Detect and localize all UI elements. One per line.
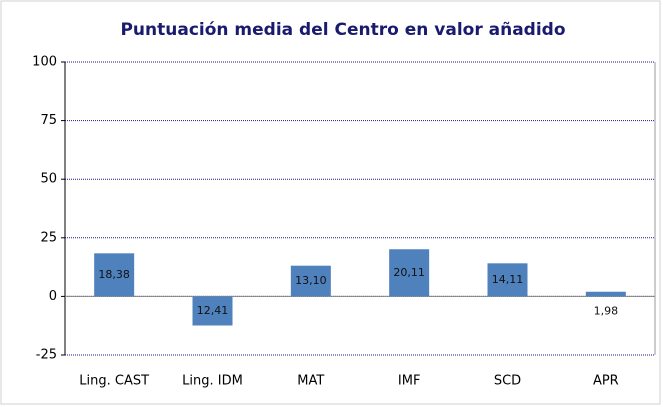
y-tick-label: 50: [40, 172, 57, 187]
value-label: 20,11: [393, 266, 425, 279]
bar: [585, 291, 626, 297]
bar: [487, 263, 528, 297]
x-tick-label: Ling. CAST: [79, 374, 149, 389]
bar: [290, 265, 331, 297]
x-tick-label: MAT: [297, 374, 324, 389]
bar: [389, 249, 430, 297]
x-tick-label: SCD: [494, 374, 521, 389]
bar: [94, 253, 135, 297]
value-label: 13,10: [295, 274, 327, 287]
value-label: 1,98: [594, 304, 619, 317]
x-tick-label: IMF: [398, 374, 421, 389]
value-label: 12,41: [197, 304, 229, 317]
y-tick-label: 75: [40, 113, 57, 128]
value-label: 14,11: [492, 273, 524, 286]
value-label: 18,38: [98, 268, 130, 281]
y-tick-label: -25: [36, 348, 57, 363]
y-tick-label: 25: [40, 230, 57, 245]
y-tick-label: 0: [49, 289, 57, 304]
x-tick-label: Ling. IDM: [182, 374, 243, 389]
y-tick-label: 100: [32, 55, 57, 70]
bar: [192, 296, 233, 326]
chart-title: Puntuación media del Centro en valor aña…: [120, 20, 565, 40]
x-tick-label: APR: [593, 374, 619, 389]
